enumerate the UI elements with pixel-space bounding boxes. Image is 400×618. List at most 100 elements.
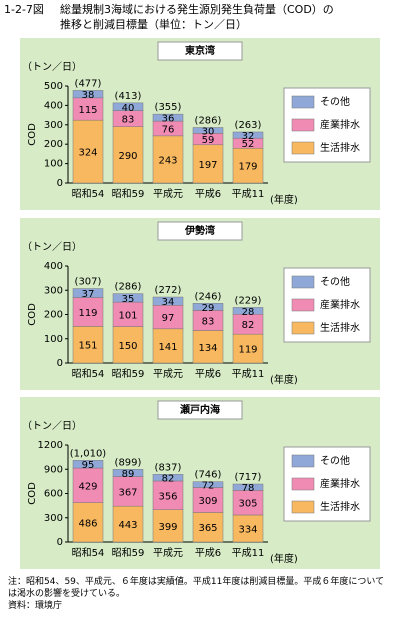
value-label: 95 bbox=[82, 460, 95, 471]
x-tick-label: 平成元 bbox=[153, 368, 183, 380]
y-tick-label: 200 bbox=[44, 139, 63, 150]
value-label: 101 bbox=[118, 310, 137, 321]
legend-swatch bbox=[291, 95, 315, 109]
x-axis-label: (年度) bbox=[270, 373, 298, 386]
panel-title: 瀬戸内海 bbox=[180, 403, 220, 416]
legend-swatch bbox=[291, 275, 315, 289]
bar-segment bbox=[152, 480, 184, 510]
figure-number: 1-2-7図 bbox=[4, 3, 44, 16]
bar-segment bbox=[152, 474, 184, 482]
panel-title-box bbox=[157, 41, 243, 61]
x-tick-label: 平成6 bbox=[195, 188, 221, 200]
value-label: 399 bbox=[158, 522, 177, 533]
bar-segment bbox=[152, 135, 184, 184]
bar-segment bbox=[72, 297, 104, 327]
y-tick-label: 0 bbox=[57, 358, 63, 369]
value-label: 141 bbox=[158, 342, 177, 353]
value-label: 324 bbox=[78, 148, 97, 159]
value-label: 334 bbox=[238, 525, 257, 536]
value-label: 29 bbox=[202, 303, 215, 314]
value-label: 82 bbox=[242, 320, 255, 331]
total-label: (307) bbox=[75, 277, 102, 288]
legend-label: その他 bbox=[320, 95, 350, 108]
total-label: (717) bbox=[235, 472, 262, 483]
x-tick-label: 昭和59 bbox=[112, 368, 145, 380]
value-label: 59 bbox=[202, 135, 215, 146]
value-label: 429 bbox=[78, 481, 97, 492]
y-unit-label: （トン／日） bbox=[22, 420, 82, 432]
value-label: 38 bbox=[82, 90, 95, 101]
total-label: (899) bbox=[115, 457, 142, 468]
x-tick-label: 平成元 bbox=[153, 547, 183, 559]
figure-title: 総量規制3海域における発生源別発生負荷量（COD）の bbox=[60, 2, 334, 16]
bar-segment bbox=[152, 328, 184, 364]
total-label: (477) bbox=[75, 78, 102, 89]
total-label: (413) bbox=[115, 91, 142, 102]
value-label: 83 bbox=[202, 316, 215, 327]
value-label: 150 bbox=[118, 341, 137, 352]
bar-segment bbox=[72, 90, 104, 99]
total-label: (286) bbox=[195, 116, 222, 127]
y-unit-label: （トン／日） bbox=[22, 61, 82, 73]
bar-segment bbox=[232, 514, 264, 543]
x-tick-label: 平成11 bbox=[232, 188, 265, 200]
x-tick-label: 平成11 bbox=[232, 547, 265, 559]
value-label: 35 bbox=[122, 294, 135, 305]
value-label: 40 bbox=[122, 103, 135, 114]
value-label: 89 bbox=[122, 469, 135, 480]
notes: 注：昭和54、59、平成元、６年度は実績値。平成11年度は削減目標量。平成６年度… bbox=[8, 576, 392, 612]
x-tick-label: 昭和54 bbox=[72, 547, 105, 559]
total-label: (746) bbox=[195, 470, 222, 481]
bar-segment bbox=[152, 296, 184, 306]
value-label: 305 bbox=[238, 499, 257, 510]
bar-segment bbox=[112, 102, 144, 111]
bar-segment bbox=[192, 487, 224, 513]
total-label: (229) bbox=[235, 295, 262, 306]
legend-label: 産業排水 bbox=[320, 477, 360, 490]
y-tick-label: 300 bbox=[44, 120, 63, 131]
bar-segment bbox=[112, 326, 144, 364]
value-label: 97 bbox=[162, 313, 175, 324]
bar-segment bbox=[72, 326, 104, 364]
bar-segment bbox=[112, 293, 144, 303]
value-label: 243 bbox=[158, 155, 177, 166]
panel-title-box bbox=[157, 221, 243, 241]
x-tick-label: 昭和59 bbox=[112, 188, 145, 200]
value-label: 134 bbox=[198, 343, 217, 354]
figure-title: 推移と削減目標量（単位：トン／日） bbox=[60, 17, 247, 31]
legend-swatch bbox=[291, 500, 315, 514]
y-tick-label: 400 bbox=[44, 100, 63, 111]
value-label: 28 bbox=[242, 307, 255, 318]
total-label: (286) bbox=[115, 282, 142, 293]
bar-segment bbox=[112, 476, 144, 507]
note: 注：昭和54、59、平成元、６年度は実績値。平成11年度は削減目標量。平成６年度… bbox=[8, 577, 385, 599]
x-axis-label: (年度) bbox=[270, 552, 298, 565]
bar-segment bbox=[72, 502, 104, 543]
bar-segment bbox=[192, 330, 224, 364]
y-tick-label: 200 bbox=[44, 310, 63, 321]
bar-segment bbox=[192, 127, 224, 134]
total-label: (263) bbox=[235, 120, 262, 131]
y-axis-label: COD bbox=[27, 482, 38, 505]
x-axis-label: (年度) bbox=[270, 193, 298, 206]
bar-segment bbox=[112, 505, 144, 543]
y-tick-label: 500 bbox=[44, 81, 63, 92]
legend-label: 生活排水 bbox=[320, 141, 360, 154]
total-label: (1,010) bbox=[70, 448, 107, 459]
bar-segment bbox=[112, 469, 144, 477]
bar-segment bbox=[112, 301, 144, 327]
y-tick-label: 100 bbox=[44, 159, 63, 170]
y-tick-label: 300 bbox=[44, 513, 63, 524]
value-label: 37 bbox=[82, 289, 95, 300]
value-label: 32 bbox=[242, 131, 255, 142]
bar-segment bbox=[232, 307, 264, 315]
value-label: 119 bbox=[78, 308, 97, 319]
panel-title-box bbox=[157, 400, 243, 420]
x-tick-label: 昭和59 bbox=[112, 547, 145, 559]
value-label: 76 bbox=[162, 124, 175, 135]
panel-title: 東京湾 bbox=[185, 44, 215, 57]
value-label: 151 bbox=[78, 341, 97, 352]
y-tick-label: 900 bbox=[44, 464, 63, 475]
value-label: 365 bbox=[198, 523, 217, 534]
